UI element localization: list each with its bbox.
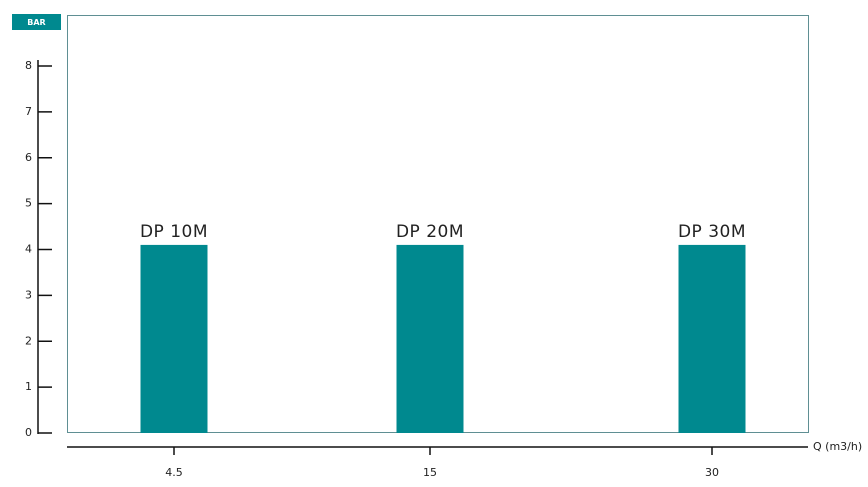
y-tick-label: 8	[25, 59, 32, 72]
bar	[140, 244, 208, 433]
bar-label: DP 30M	[678, 222, 746, 242]
y-tick-label: 4	[25, 243, 32, 256]
y-label-box	[12, 14, 61, 30]
y-axis-label: BAR	[27, 18, 45, 27]
x-tick-label: 4.5	[165, 466, 183, 479]
y-tick-label: 0	[25, 426, 32, 439]
y-tick-label: 5	[25, 197, 32, 210]
y-tick-label: 3	[25, 288, 32, 301]
bar	[678, 244, 746, 433]
x-tick-label: 15	[423, 466, 437, 479]
bar	[396, 244, 464, 433]
y-tick-label: 6	[25, 151, 32, 164]
x-axis-label: Q (m3/h)	[813, 440, 862, 453]
y-tick-label: 7	[25, 105, 32, 118]
y-tick-label: 1	[25, 380, 32, 393]
y-tick-label: 2	[25, 334, 32, 347]
bar-label: DP 20M	[396, 222, 464, 242]
x-tick-label: 30	[705, 466, 719, 479]
bar-label: DP 10M	[140, 222, 208, 242]
